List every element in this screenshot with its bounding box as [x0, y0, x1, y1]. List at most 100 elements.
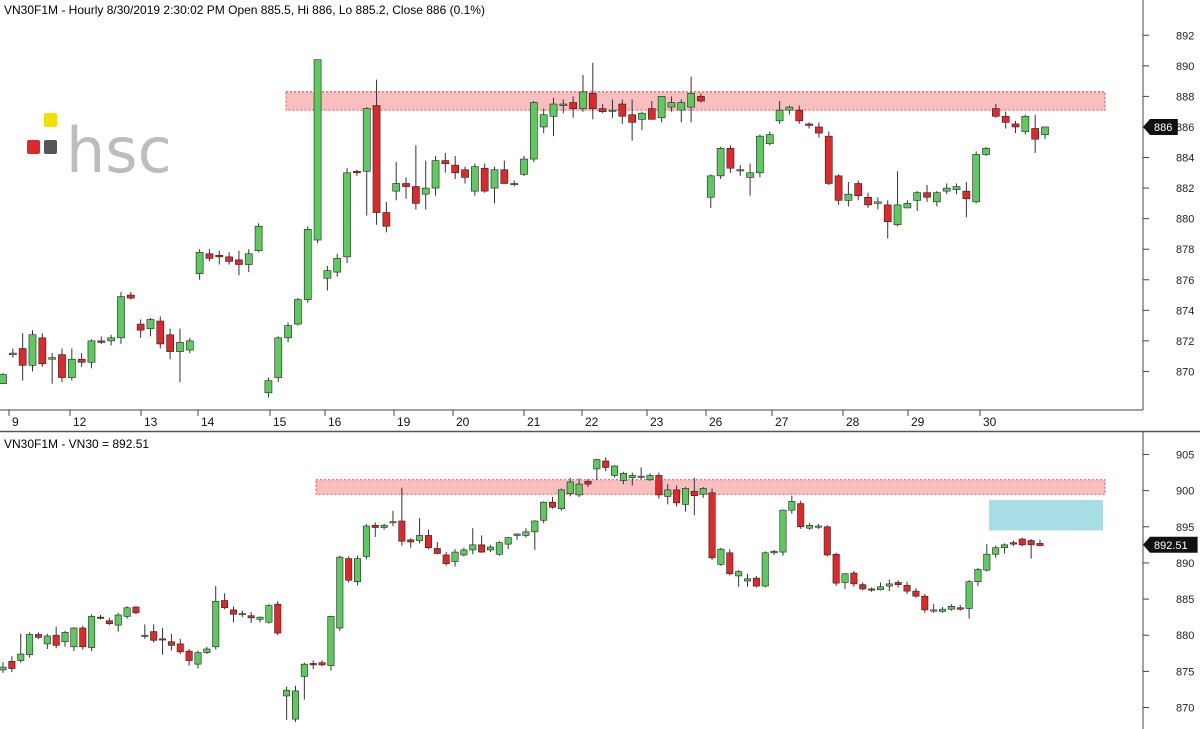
candle-body — [1018, 538, 1026, 546]
candle-body — [461, 169, 469, 178]
candle — [185, 337, 194, 354]
candle — [841, 573, 849, 589]
candle-body — [687, 93, 695, 108]
x-tick-label: 15 — [273, 415, 287, 429]
candle — [176, 638, 184, 655]
candle — [398, 487, 406, 546]
candle-body — [43, 635, 51, 645]
candle-body — [67, 358, 76, 378]
candle-body — [637, 475, 645, 478]
candle-body — [539, 114, 548, 128]
logo-square-yellow — [44, 113, 57, 127]
candle-body — [77, 358, 86, 363]
x-tick-label: 16 — [328, 415, 342, 429]
candle-body — [132, 606, 140, 614]
candle — [294, 298, 302, 326]
candle — [859, 582, 867, 591]
candle — [823, 525, 831, 557]
candle-body — [8, 352, 17, 355]
candle — [254, 223, 263, 253]
candle — [1009, 540, 1017, 547]
candle — [697, 93, 705, 103]
candle — [647, 100, 656, 120]
candle-body — [531, 520, 539, 533]
candle — [775, 100, 784, 124]
candle-body — [146, 319, 155, 329]
candle-body — [992, 108, 1000, 117]
candle-body — [166, 334, 174, 352]
candle — [362, 107, 371, 216]
candle — [522, 528, 530, 538]
y-tick-label: 880 — [1176, 214, 1194, 226]
candle — [345, 556, 353, 583]
candle — [176, 328, 184, 383]
candle-body — [823, 526, 831, 556]
candle-body — [1001, 115, 1010, 123]
candle — [421, 160, 430, 210]
candle-body — [382, 212, 391, 227]
candle-body — [225, 256, 233, 262]
candle — [566, 477, 574, 497]
candle-body — [48, 357, 56, 360]
candle — [486, 544, 494, 553]
candle — [433, 541, 441, 555]
candle-body — [107, 337, 115, 342]
candle-body — [1009, 542, 1017, 545]
candle — [194, 650, 202, 669]
candle-body — [673, 489, 681, 504]
candle-body — [203, 648, 211, 653]
candle — [67, 348, 76, 381]
candle-body — [785, 106, 794, 111]
candle-body — [372, 105, 381, 213]
candle-body — [939, 608, 946, 612]
candle-body — [885, 583, 893, 587]
candle-body — [655, 475, 663, 496]
candle — [834, 174, 843, 205]
candle-body — [593, 459, 601, 470]
candle-body — [775, 109, 784, 122]
candle — [549, 497, 557, 509]
candle-body — [469, 544, 477, 551]
y-tick-label: 892 — [1176, 30, 1194, 42]
candle — [736, 165, 745, 176]
candle — [598, 104, 607, 114]
candle-body — [362, 108, 371, 172]
candle-body — [893, 204, 902, 226]
y-tick-label: 876 — [1176, 275, 1194, 287]
y-tick-label: 905 — [1176, 449, 1194, 461]
candle — [480, 163, 489, 193]
candle-body — [416, 535, 424, 541]
candle — [274, 601, 282, 636]
candle-body — [412, 186, 420, 204]
candle — [673, 485, 681, 507]
candle-body — [952, 186, 961, 190]
candle — [982, 146, 990, 156]
candle — [504, 536, 512, 550]
last-price-label: 892.51 — [1154, 540, 1188, 552]
candle — [1021, 114, 1030, 135]
candle — [657, 96, 666, 123]
candle-body — [744, 578, 752, 582]
candle-body — [611, 465, 619, 476]
candle-body — [159, 638, 167, 641]
candle — [380, 523, 388, 530]
candle-body — [664, 489, 672, 497]
candle — [132, 606, 140, 615]
candle-body — [761, 552, 769, 587]
candle-body — [254, 225, 263, 252]
candle — [756, 134, 764, 178]
candle-body — [697, 96, 705, 102]
candle — [238, 610, 246, 618]
candle-body — [1041, 126, 1049, 135]
candle — [136, 319, 145, 338]
candle-body — [371, 525, 379, 528]
candle — [746, 163, 754, 196]
candle — [442, 552, 450, 566]
candle — [903, 200, 912, 209]
candle-body — [114, 614, 122, 626]
candle — [265, 604, 273, 624]
candle-body — [442, 554, 450, 564]
candle-body — [244, 253, 253, 265]
y-tick-label: 886 — [1176, 122, 1194, 134]
